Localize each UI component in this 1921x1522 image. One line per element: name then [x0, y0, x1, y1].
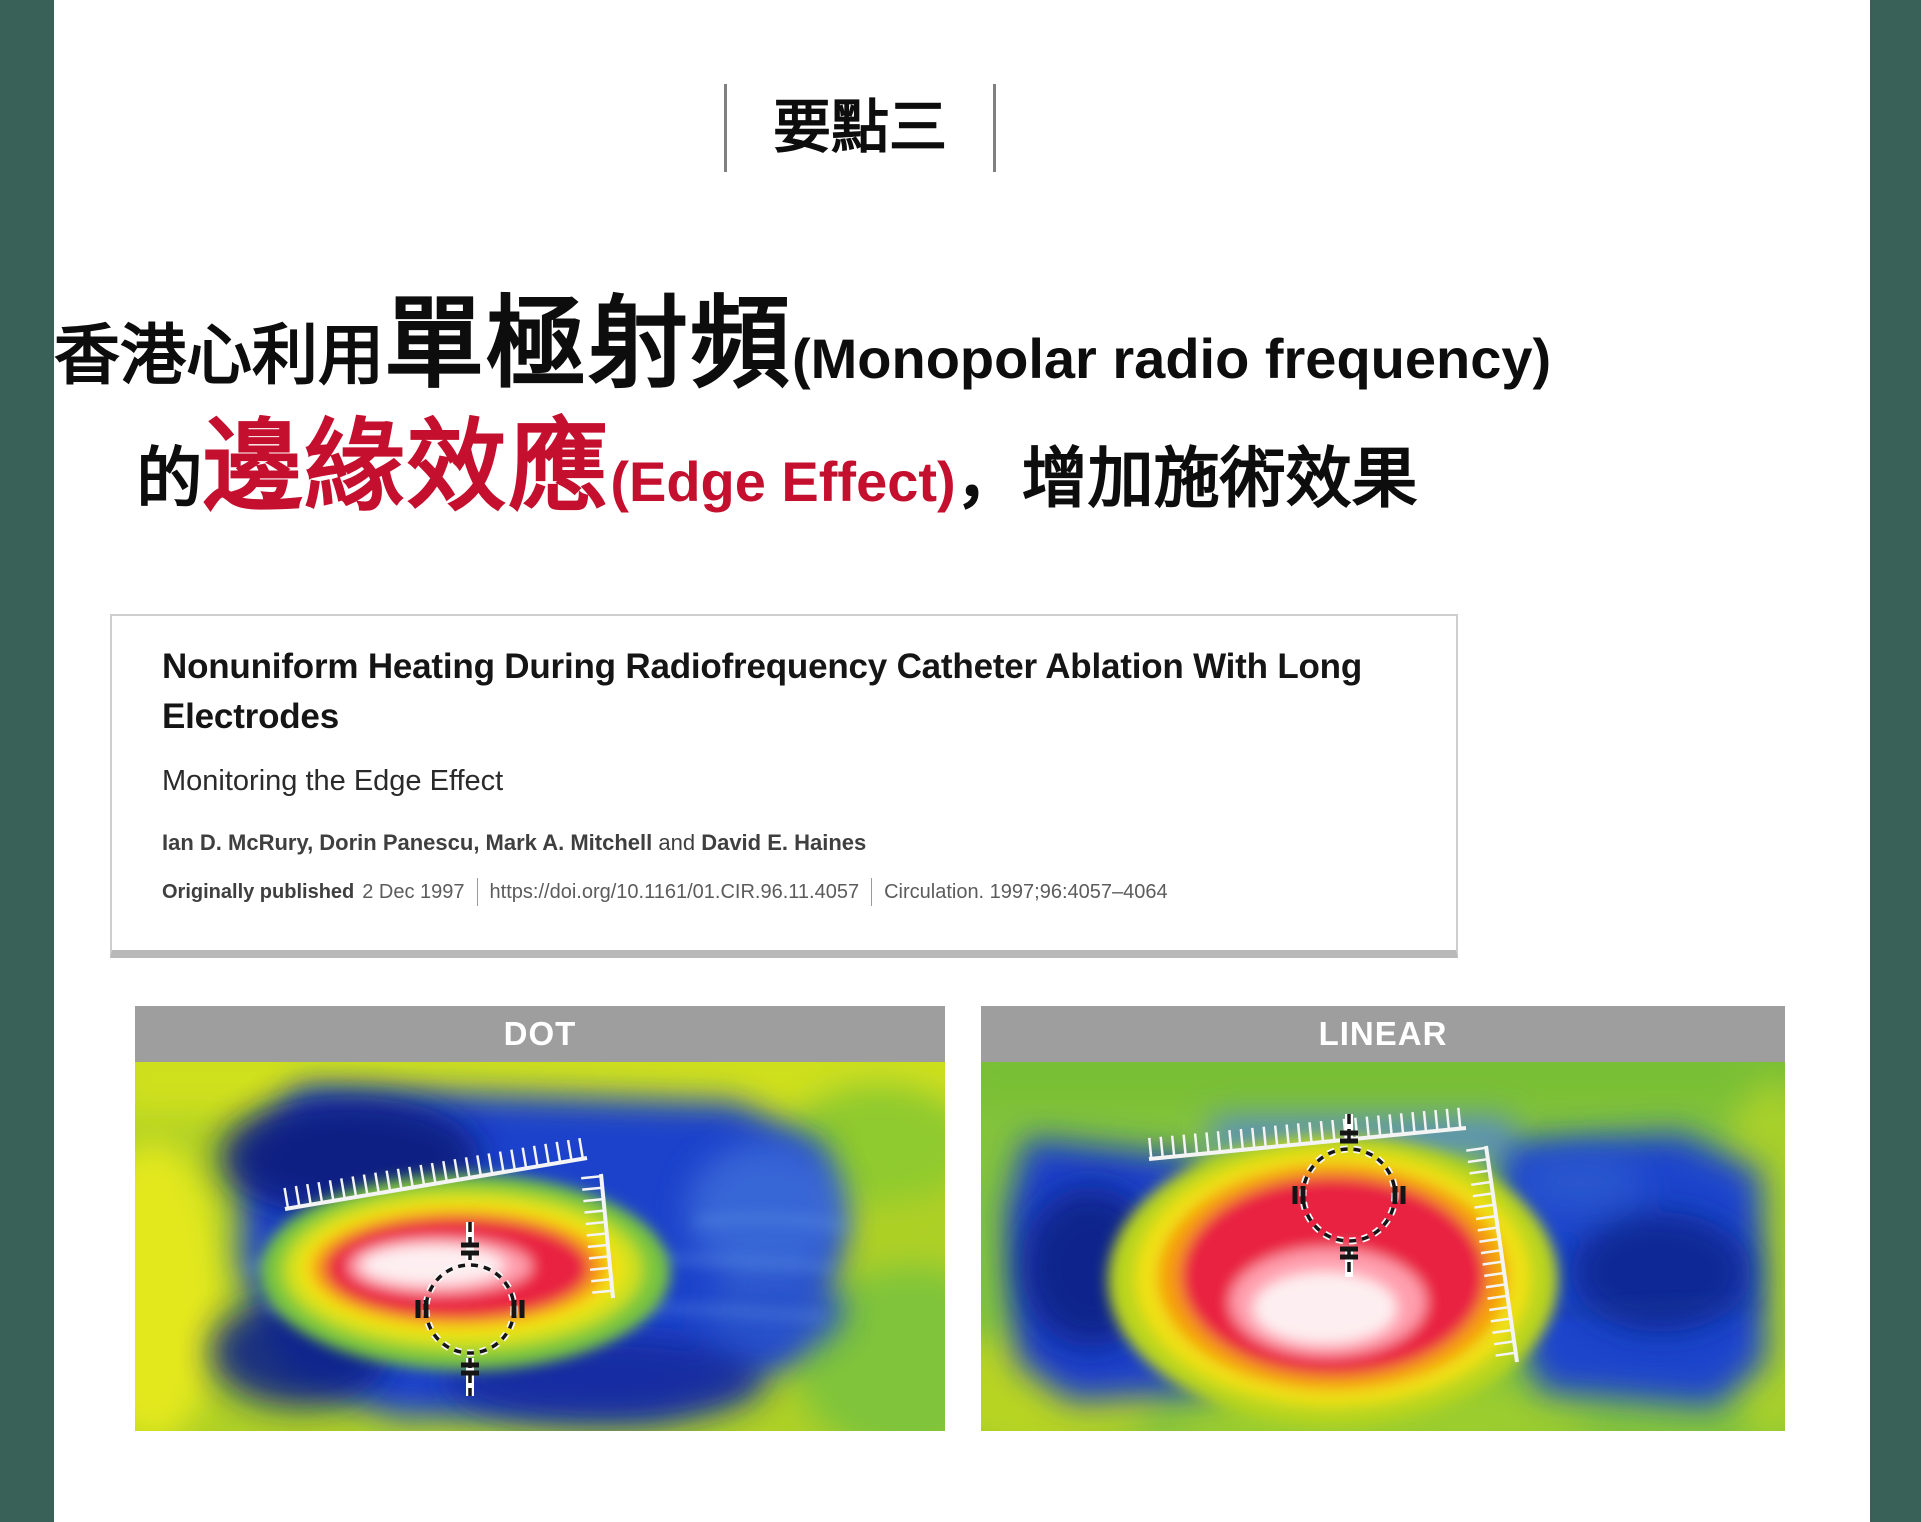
- headline-line2-suffix: ，增加施術效果: [955, 441, 1418, 515]
- citation-authors-group: Ian D. McRury, Dorin Panescu, Mark A. Mi…: [162, 830, 653, 856]
- dot-ruler: [283, 1137, 615, 1301]
- published-doi: https://doi.org/10.1161/01.CIR.96.11.405…: [489, 880, 860, 903]
- figures-row: DOT: [135, 1006, 1785, 1431]
- citation-authors-conjunction: and: [658, 830, 696, 856]
- figure-linear-label: LINEAR: [1318, 1015, 1448, 1052]
- published-journal: Circulation. 1997;96:4057–4064: [884, 880, 1168, 903]
- headline-line1-latin: (Monopolar radio frequency): [792, 327, 1552, 390]
- dot-thermal-image: [135, 1062, 945, 1431]
- dot-crosshair-marker: [415, 1222, 525, 1396]
- headline-line1: 香港心利用單極射頻(Monopolar radio frequency): [54, 292, 1551, 397]
- figure-dot-label: DOT: [503, 1015, 577, 1052]
- headline: 香港心利用單極射頻(Monopolar radio frequency) 的邊緣…: [54, 292, 1551, 520]
- headline-line1-prefix: 香港心利用: [54, 318, 384, 392]
- linear-crosshair-marker: [1292, 1114, 1406, 1277]
- figure-dot: DOT: [135, 1006, 945, 1431]
- headline-line2: 的邊緣效應(Edge Effect)，增加施術效果: [54, 415, 1500, 520]
- separator-bar: [871, 878, 873, 907]
- citation-title: Nonuniform Heating During Radiofrequency…: [162, 647, 1363, 736]
- slide-page: 要點三 香港心利用單極射頻(Monopolar radio frequency)…: [54, 0, 1870, 1522]
- headline-line2-emphasis: 邊緣效應: [202, 411, 611, 523]
- linear-ruler: [1148, 1107, 1519, 1366]
- section-badge-label: 要點三: [772, 95, 948, 160]
- headline-line2-prefix: 的: [136, 441, 203, 515]
- citation-subtitle: Monitoring the Edge Effect: [162, 765, 504, 798]
- citation-card: Nonuniform Heating During Radiofrequency…: [110, 614, 1458, 958]
- published-date: 2 Dec 1997: [362, 880, 465, 903]
- figure-dot-header: DOT: [135, 1006, 945, 1062]
- badge-right-bar: [993, 84, 997, 172]
- citation-authors: Ian D. McRury, Dorin Panescu, Mark A. Mi…: [162, 830, 1416, 856]
- headline-line2-latin: (Edge Effect): [610, 450, 956, 513]
- citation-published-line: Originally published 2 Dec 1997 https://…: [162, 878, 1416, 907]
- section-badge: 要點三: [723, 84, 997, 172]
- figure-linear: LINEAR: [981, 1006, 1785, 1431]
- citation-authors-last: David E. Haines: [701, 830, 867, 856]
- linear-thermal-image: [981, 1062, 1785, 1431]
- separator-bar: [476, 878, 478, 907]
- published-label: Originally published: [162, 880, 355, 903]
- figure-linear-header: LINEAR: [981, 1006, 1785, 1062]
- badge-left-bar: [723, 84, 727, 172]
- headline-line1-emphasis: 單極射頻: [384, 288, 792, 400]
